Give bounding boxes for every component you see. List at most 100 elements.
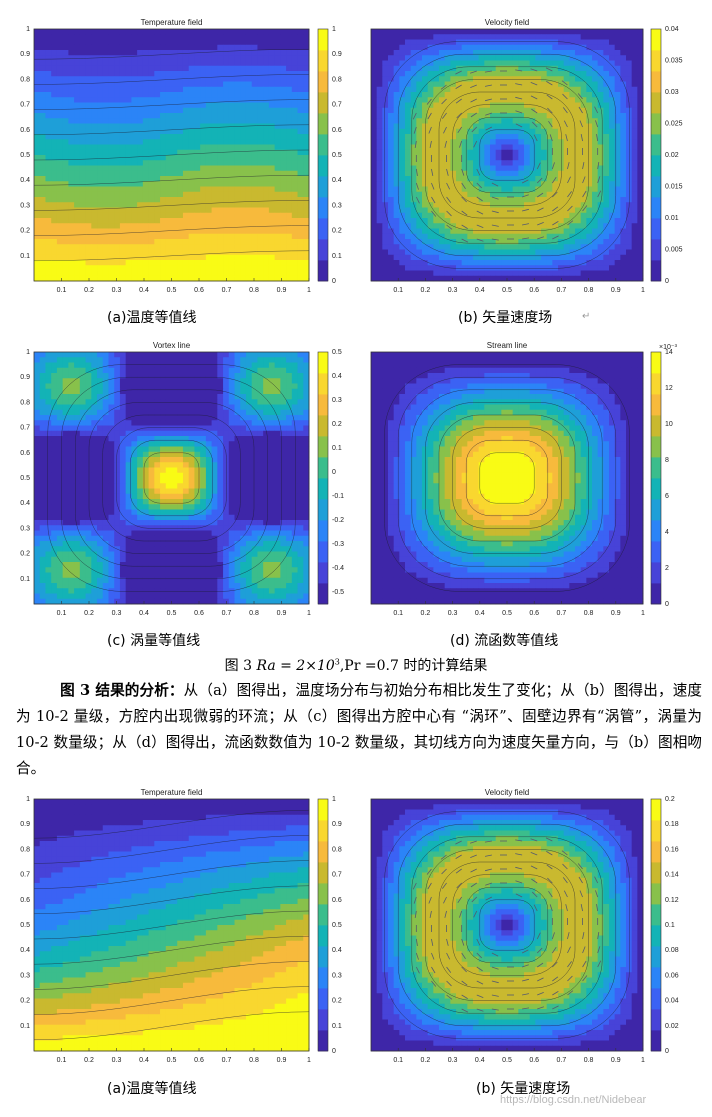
cell — [62, 260, 69, 266]
velocity-arrow — [515, 69, 523, 72]
cell — [427, 233, 434, 240]
cell — [490, 249, 497, 256]
cell — [154, 55, 161, 61]
cell — [131, 123, 138, 130]
cell — [51, 107, 58, 114]
cell — [62, 71, 69, 77]
cell — [410, 181, 417, 187]
cell — [388, 55, 395, 61]
cell — [546, 71, 553, 77]
cell — [518, 265, 525, 271]
cell — [388, 244, 395, 250]
cell — [240, 160, 247, 166]
cell — [263, 139, 270, 145]
cell — [56, 39, 64, 46]
cell — [512, 270, 519, 277]
cell — [371, 65, 378, 72]
cell — [251, 165, 258, 172]
cell — [274, 233, 281, 240]
cell — [97, 44, 104, 51]
cell — [376, 244, 383, 250]
cell — [240, 352, 247, 358]
cell — [507, 223, 514, 229]
cell — [439, 155, 446, 161]
cell — [422, 107, 429, 114]
cell — [416, 170, 423, 177]
velocity-arrow — [515, 123, 523, 128]
cell — [626, 134, 633, 140]
cell — [507, 165, 514, 172]
cell — [194, 181, 201, 187]
cell — [297, 139, 304, 145]
cell — [217, 155, 224, 161]
cell — [45, 212, 52, 219]
cell — [575, 165, 582, 172]
cell — [251, 202, 258, 208]
velocity-arrow — [457, 126, 462, 134]
cell — [541, 197, 548, 203]
cell — [450, 165, 457, 172]
cell — [433, 123, 440, 130]
cell — [297, 128, 304, 135]
cell — [535, 44, 542, 51]
cell — [399, 239, 406, 245]
cell — [433, 29, 440, 35]
cell — [205, 123, 213, 130]
cell — [56, 144, 64, 151]
cell — [614, 128, 621, 135]
cell — [518, 139, 525, 145]
cell — [182, 176, 190, 182]
cell — [631, 92, 638, 98]
cell — [371, 113, 378, 119]
cell — [160, 139, 167, 145]
cell — [631, 244, 638, 250]
cell — [268, 29, 276, 35]
cell — [205, 239, 213, 245]
cell — [614, 181, 621, 187]
cell — [631, 160, 638, 166]
cell — [609, 181, 616, 187]
cell — [91, 197, 98, 203]
cell — [188, 155, 195, 161]
cell — [484, 270, 491, 277]
cell — [478, 260, 485, 266]
cell — [603, 275, 610, 282]
cell — [405, 170, 412, 177]
cell — [461, 149, 468, 156]
cell — [416, 165, 423, 172]
cell — [541, 202, 548, 208]
cell — [580, 165, 587, 172]
cell — [586, 212, 593, 219]
cell — [177, 191, 184, 198]
cell — [217, 134, 224, 140]
cell — [85, 29, 92, 35]
cell — [251, 60, 258, 67]
cell — [512, 139, 519, 145]
cell — [427, 265, 434, 271]
cell — [569, 176, 576, 182]
cell — [274, 270, 281, 277]
cell — [376, 191, 383, 198]
cell — [382, 165, 389, 172]
cell — [240, 186, 247, 193]
cell — [388, 186, 395, 193]
cell — [603, 50, 610, 56]
cell — [501, 81, 508, 88]
cell — [501, 118, 508, 124]
cell — [626, 212, 633, 219]
cell — [410, 65, 417, 72]
cell — [575, 118, 582, 124]
cell — [631, 165, 638, 172]
cell — [154, 176, 161, 182]
cell — [382, 60, 389, 67]
cell — [74, 362, 81, 369]
cell — [535, 128, 542, 135]
cell — [393, 155, 400, 161]
cell — [473, 50, 480, 56]
velocity-arrow — [582, 205, 588, 212]
cell — [541, 139, 548, 145]
cell — [108, 44, 115, 51]
cell — [393, 113, 400, 119]
cell — [439, 165, 446, 172]
cell — [286, 65, 293, 72]
